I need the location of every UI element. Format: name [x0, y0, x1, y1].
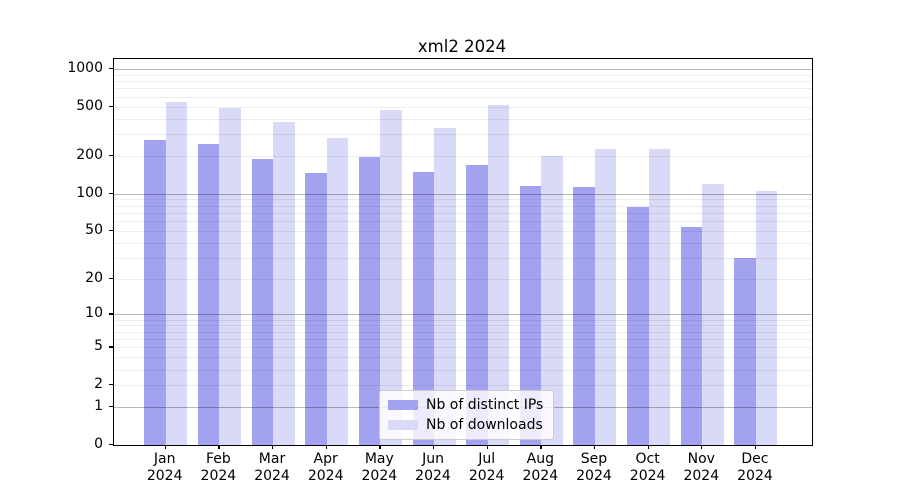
y-tick-label: 1000 — [67, 59, 103, 76]
y-tick-label: 2 — [94, 376, 103, 393]
x-tick-mark — [218, 445, 220, 449]
x-tick-mark — [540, 445, 542, 449]
bar-aug-distinct-ips — [519, 186, 542, 445]
x-tick-mark — [433, 445, 435, 449]
bar-oct-distinct-ips — [627, 207, 649, 445]
x-tick-mark — [379, 445, 381, 449]
x-tick-mark — [593, 445, 596, 449]
x-tick-mark — [272, 445, 274, 449]
x-tick-label-dec: Dec 2024 — [737, 451, 773, 484]
y-tick-label: 5 — [94, 338, 103, 355]
x-tick-label-apr: Apr 2024 — [307, 451, 344, 484]
bar-jul-distinct-ips — [466, 164, 488, 445]
y-tick-mark — [109, 229, 113, 232]
chart-title: xml2 2024 — [417, 37, 507, 56]
y-tick-label: 10 — [85, 305, 103, 322]
y-tick-mark — [109, 444, 113, 446]
bar-apr-distinct-ips — [305, 172, 327, 445]
legend-swatch-distinct-ips — [388, 400, 418, 410]
y-tick-mark — [109, 192, 113, 194]
x-tick-label-mar: Mar 2024 — [254, 451, 290, 484]
y-tick-label: 0 — [94, 436, 103, 452]
x-tick-mark — [701, 445, 703, 449]
y-tick-mark — [109, 406, 113, 408]
x-tick-label-oct: Oct 2024 — [629, 451, 666, 484]
bar-mar-downloads — [273, 122, 295, 445]
bar-jun-downloads — [434, 127, 456, 445]
bar-jun-distinct-ips — [412, 171, 434, 445]
y-tick-mark — [109, 105, 113, 107]
bar-aug-downloads — [541, 155, 563, 445]
y-tick-mark — [109, 346, 113, 348]
bar-nov-downloads — [702, 183, 724, 445]
bar-dec-distinct-ips — [734, 258, 756, 445]
bar-dec-downloads — [755, 191, 778, 445]
bar-feb-distinct-ips — [197, 143, 220, 445]
x-tick-mark — [325, 445, 327, 449]
bar-feb-downloads — [219, 107, 241, 445]
legend-entry-downloads: Nb of downloads — [388, 417, 543, 433]
y-tick-mark — [109, 67, 113, 70]
y-tick-mark — [109, 313, 113, 315]
x-tick-label-sep: Sep 2024 — [576, 451, 612, 484]
x-tick-mark — [647, 445, 649, 449]
plot-area — [113, 58, 813, 446]
bar-layer — [114, 59, 812, 445]
x-tick-label-jun: Jun 2024 — [415, 451, 451, 484]
x-tick-label-jan: Jan 2024 — [146, 451, 183, 484]
bar-oct-downloads — [648, 149, 671, 445]
y-tick-label: 200 — [76, 147, 103, 164]
legend: Nb of distinct IPs Nb of downloads — [379, 390, 555, 440]
bar-jul-downloads — [487, 104, 510, 445]
x-tick-label-aug: Aug 2024 — [522, 451, 559, 484]
legend-entry-distinct-ips: Nb of distinct IPs — [388, 397, 543, 413]
y-tick-label: 20 — [85, 270, 103, 287]
bar-jan-distinct-ips — [144, 139, 166, 445]
legend-swatch-downloads — [388, 420, 418, 430]
x-tick-mark — [754, 445, 757, 449]
y-tick-mark — [109, 155, 113, 157]
y-tick-label: 100 — [76, 184, 103, 201]
legend-label-downloads: Nb of downloads — [426, 417, 543, 433]
bar-sep-distinct-ips — [573, 187, 595, 445]
y-tick-label: 50 — [85, 221, 103, 238]
bar-jan-downloads — [165, 101, 188, 445]
x-tick-label-nov: Nov 2024 — [683, 451, 720, 484]
bar-may-distinct-ips — [358, 157, 381, 445]
y-tick-mark — [109, 278, 113, 280]
x-tick-label-feb: Feb 2024 — [200, 451, 237, 484]
x-tick-mark — [486, 445, 488, 449]
bar-sep-downloads — [594, 149, 617, 445]
bar-may-downloads — [380, 109, 402, 445]
x-tick-mark — [164, 445, 166, 449]
x-tick-label-jul: Jul 2024 — [468, 451, 505, 484]
y-tick-mark — [109, 384, 113, 386]
bar-nov-distinct-ips — [680, 226, 703, 445]
x-tick-label-may: May 2024 — [361, 451, 398, 484]
legend-label-distinct-ips: Nb of distinct IPs — [426, 397, 544, 413]
y-tick-label: 500 — [76, 97, 103, 114]
bar-mar-distinct-ips — [251, 158, 274, 445]
y-tick-label: 1 — [94, 398, 103, 415]
bar-apr-downloads — [326, 138, 349, 445]
